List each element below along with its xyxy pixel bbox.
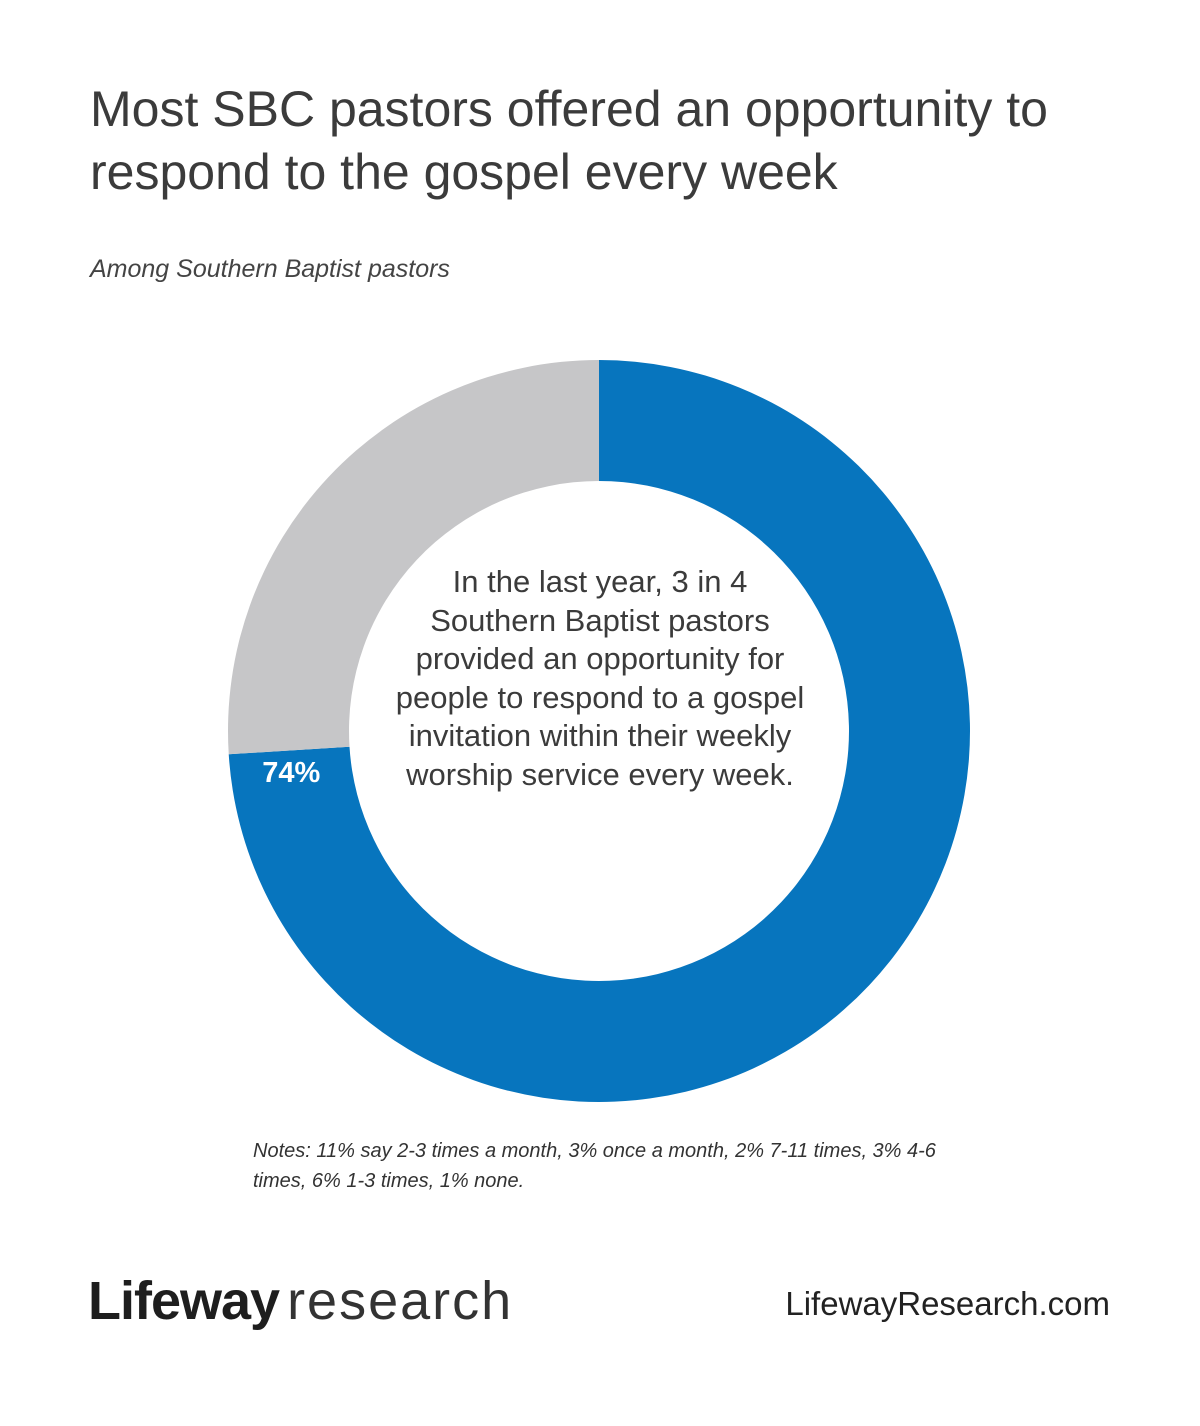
slice-label-0: 74% (262, 757, 320, 789)
chart-title: Most SBC pastors offered an opportunity … (90, 81, 1048, 200)
donut-center-text: In the last year, 3 in 4 Southern Baptis… (395, 564, 805, 792)
lifeway-research-logo: Lifeway research (88, 1270, 513, 1332)
chart-notes: Notes: 11% say 2-3 times a month, 3% onc… (253, 1140, 936, 1192)
logo-brand: Lifeway (88, 1271, 280, 1331)
donut-slice-1 (228, 360, 599, 755)
chart-subtitle: Among Southern Baptist pastors (90, 255, 450, 283)
website-url: LifewayResearch.com (785, 1285, 1110, 1322)
logo-sub: research (287, 1271, 514, 1331)
donut-slice-0 (228, 360, 971, 1102)
